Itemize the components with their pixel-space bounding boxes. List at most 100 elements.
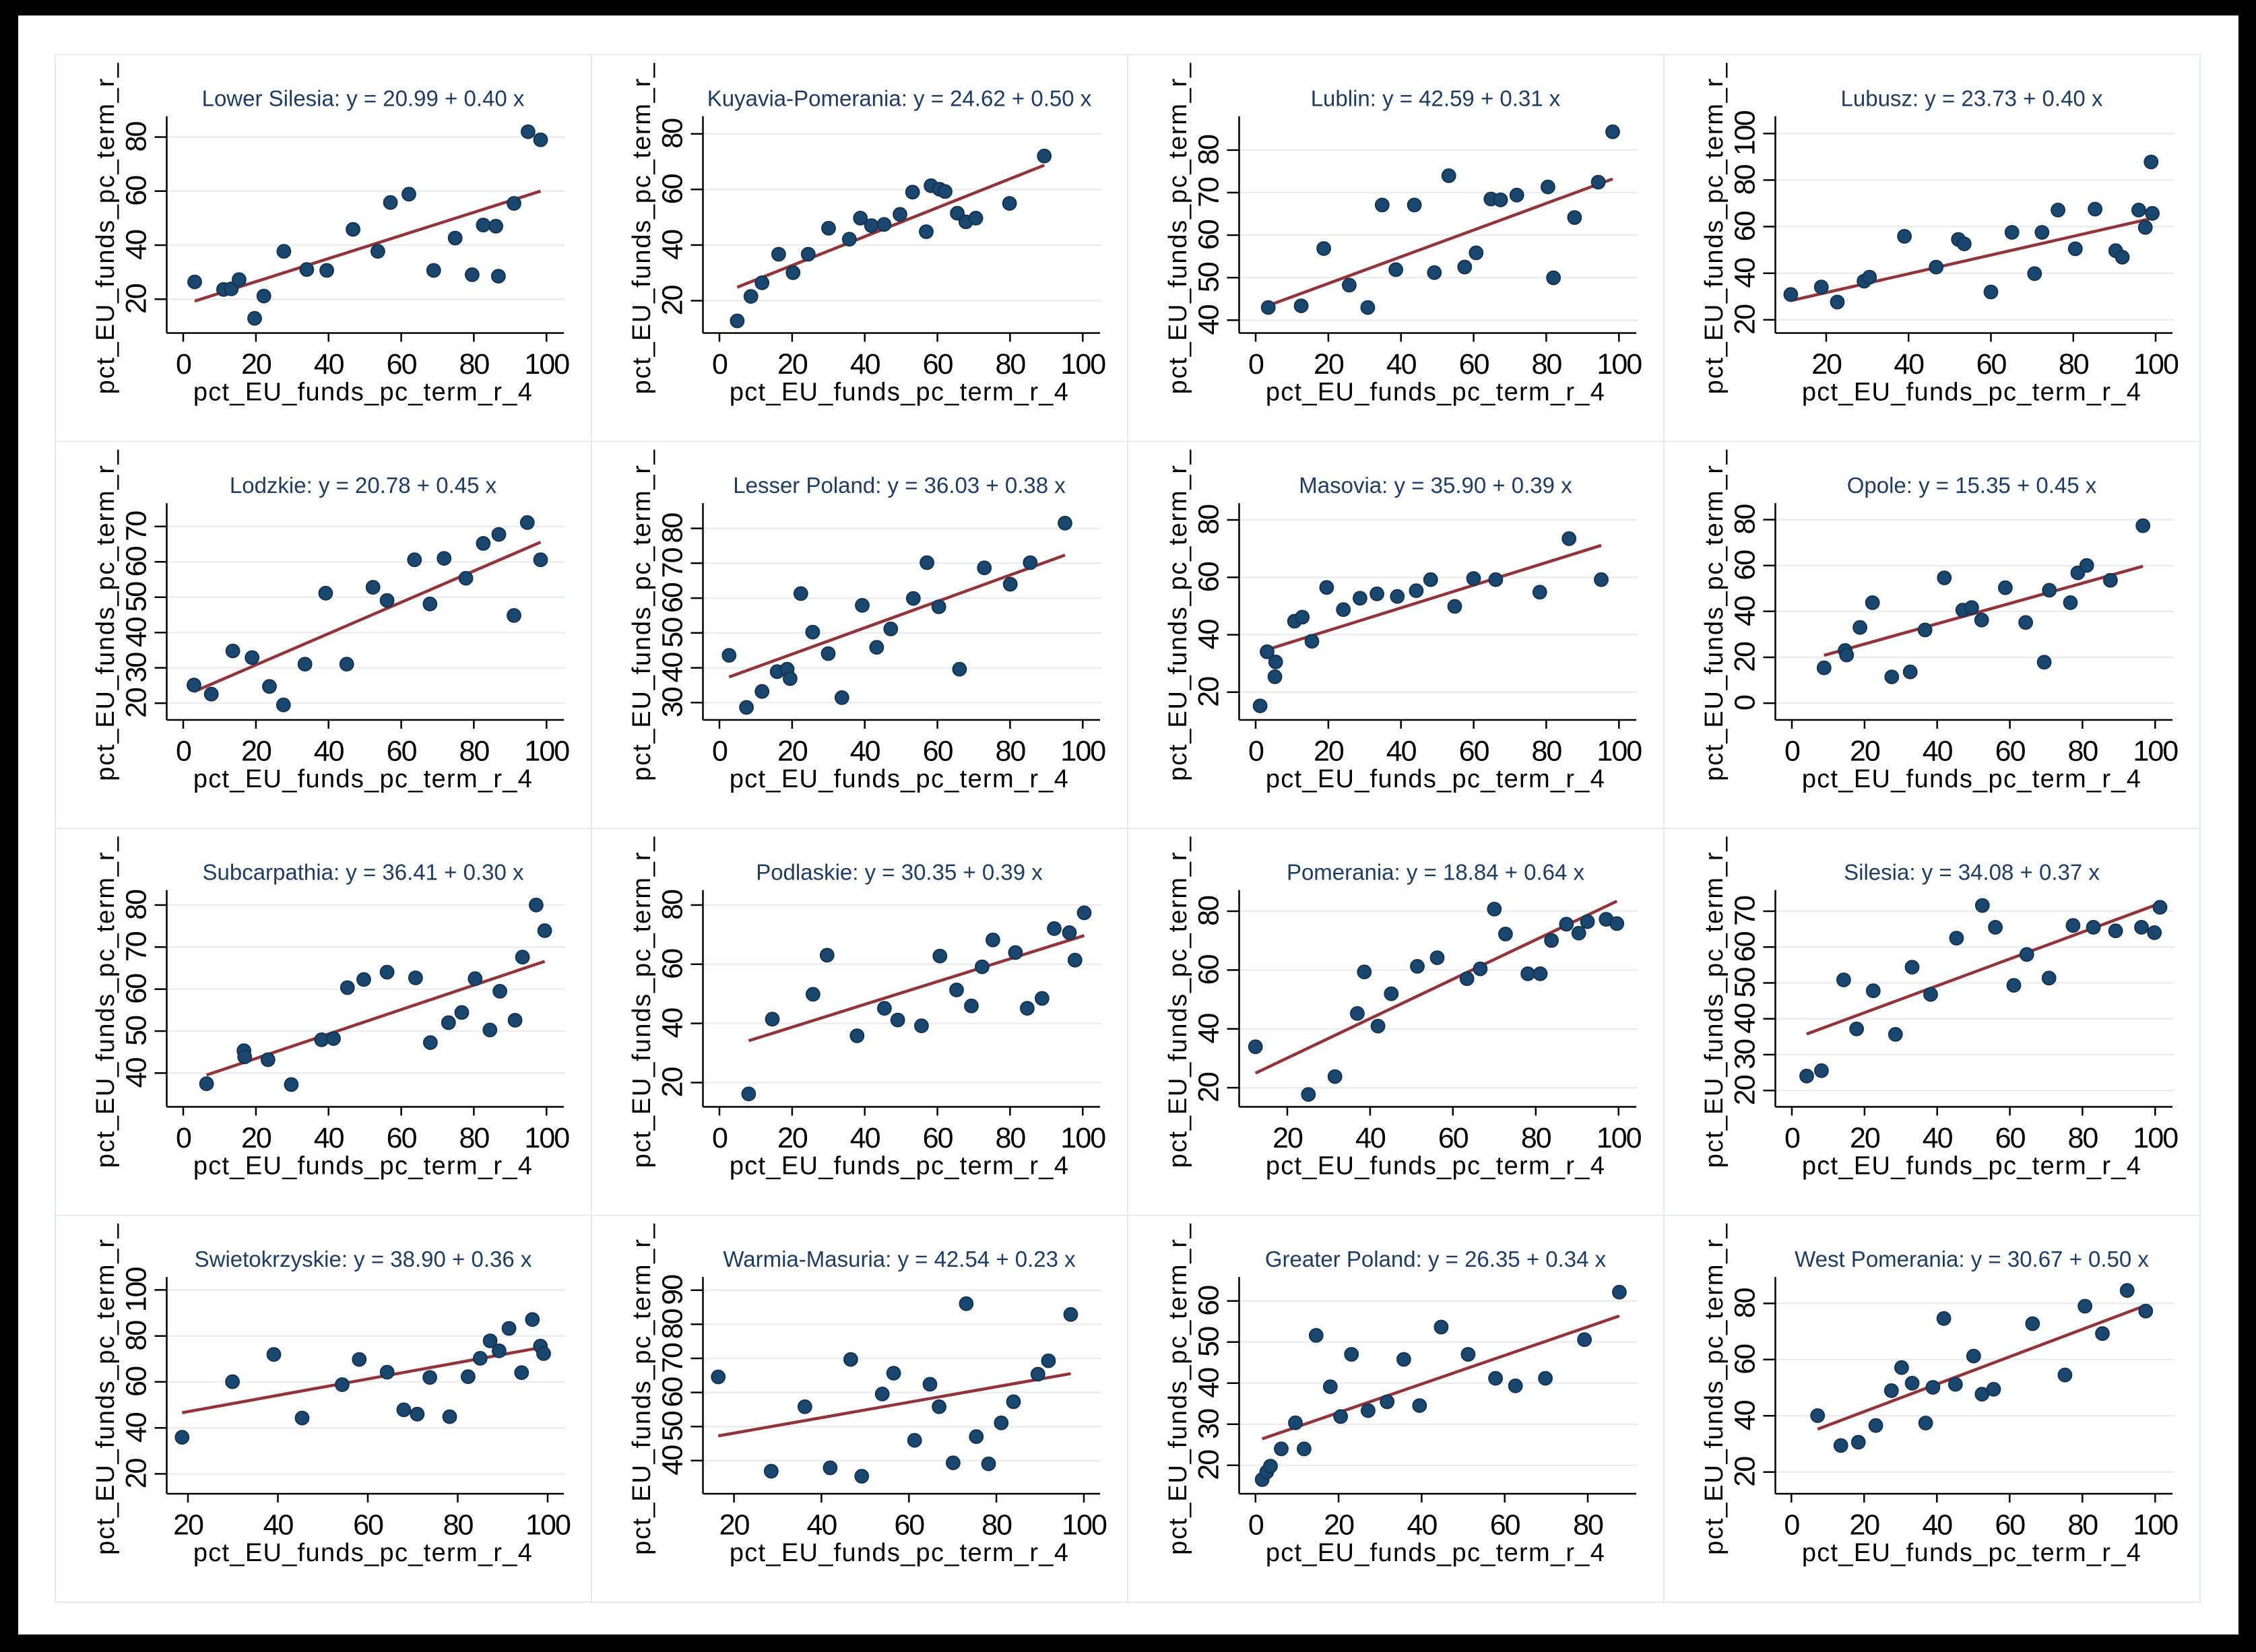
svg-text:60: 60: [1459, 348, 1489, 381]
svg-text:20: 20: [241, 735, 271, 768]
svg-text:40: 40: [1407, 1509, 1437, 1542]
svg-text:60: 60: [353, 1509, 383, 1542]
svg-text:80: 80: [995, 1122, 1025, 1154]
svg-text:40: 40: [1355, 1122, 1386, 1154]
svg-text:Podlaskie: y = 30.35 + 0.39 x: Podlaskie: y = 30.35 + 0.39 x: [756, 860, 1043, 885]
svg-text:0: 0: [1248, 348, 1264, 381]
svg-text:30: 30: [657, 687, 689, 717]
svg-text:40: 40: [314, 735, 344, 768]
svg-text:20: 20: [1193, 1072, 1225, 1102]
svg-text:80: 80: [1521, 1122, 1551, 1154]
svg-text:40: 40: [121, 1057, 153, 1088]
svg-text:20: 20: [1729, 1457, 1762, 1487]
svg-text:60: 60: [657, 1377, 689, 1408]
svg-text:pct_EU_funds_pc_term_r_: pct_EU_funds_pc_term_r_: [1164, 1222, 1192, 1554]
svg-text:70: 70: [657, 1343, 689, 1373]
svg-text:pct_EU_funds_pc_term_r_4: pct_EU_funds_pc_term_r_4: [193, 378, 533, 407]
svg-text:50: 50: [657, 618, 689, 648]
svg-text:50: 50: [1193, 262, 1225, 292]
svg-text:100: 100: [121, 1267, 153, 1312]
svg-text:pct_EU_funds_pc_term_r_4: pct_EU_funds_pc_term_r_4: [1266, 1539, 1605, 1567]
svg-text:60: 60: [1438, 1122, 1469, 1154]
svg-text:60: 60: [387, 1122, 417, 1154]
svg-text:80: 80: [2067, 1122, 2098, 1154]
svg-text:80: 80: [981, 1509, 1012, 1542]
svg-text:20: 20: [777, 735, 808, 768]
svg-text:80: 80: [1193, 896, 1225, 926]
svg-text:0: 0: [1784, 1509, 1799, 1542]
svg-text:pct_EU_funds_pc_term_r_4: pct_EU_funds_pc_term_r_4: [1802, 1152, 2141, 1181]
svg-text:Subcarpathia: y = 36.41 + 0.30: Subcarpathia: y = 36.41 + 0.30 x: [202, 860, 524, 885]
svg-text:pct_EU_funds_pc_term_r_: pct_EU_funds_pc_term_r_: [92, 62, 120, 394]
svg-text:20: 20: [1849, 1509, 1879, 1542]
svg-text:20: 20: [1850, 735, 1880, 768]
svg-text:Lesser Poland: y = 36.03 + 0.3: Lesser Poland: y = 36.03 + 0.38 x: [733, 473, 1066, 498]
svg-text:60: 60: [121, 974, 153, 1004]
svg-text:70: 70: [121, 931, 153, 962]
svg-text:20: 20: [1314, 735, 1344, 768]
svg-text:40: 40: [1923, 1122, 1953, 1154]
svg-text:Swietokrzyskie: y = 38.90 + 0.: Swietokrzyskie: y = 38.90 + 0.36 x: [195, 1247, 532, 1271]
svg-text:80: 80: [657, 513, 689, 543]
svg-text:40: 40: [1922, 1509, 1952, 1542]
svg-text:pct_EU_funds_pc_term_r_4: pct_EU_funds_pc_term_r_4: [193, 1539, 533, 1567]
svg-text:pct_EU_funds_pc_term_r_4: pct_EU_funds_pc_term_r_4: [1266, 378, 1605, 407]
svg-text:40: 40: [314, 348, 344, 381]
svg-text:20: 20: [1729, 1075, 1762, 1105]
svg-text:100: 100: [2133, 1122, 2178, 1154]
svg-text:60: 60: [1729, 931, 1762, 962]
svg-text:60: 60: [923, 735, 953, 768]
svg-text:pct_EU_funds_pc_term_r_: pct_EU_funds_pc_term_r_: [1164, 449, 1192, 781]
svg-text:70: 70: [121, 511, 153, 541]
svg-text:20: 20: [241, 348, 271, 381]
svg-text:pct_EU_funds_pc_term_r_: pct_EU_funds_pc_term_r_: [628, 836, 656, 1168]
svg-text:20: 20: [777, 1122, 808, 1154]
svg-text:pct_EU_funds_pc_term_r_: pct_EU_funds_pc_term_r_: [628, 62, 656, 394]
svg-text:20: 20: [1193, 677, 1225, 707]
svg-text:80: 80: [1193, 135, 1225, 165]
svg-text:100: 100: [524, 735, 569, 768]
svg-text:100: 100: [2133, 735, 2178, 768]
svg-text:60: 60: [1193, 220, 1225, 250]
svg-text:100: 100: [524, 348, 569, 381]
svg-text:50: 50: [1729, 968, 1762, 998]
svg-text:Masovia: y = 35.90 + 0.39 x: Masovia: y = 35.90 + 0.39 x: [1299, 473, 1572, 498]
svg-text:80: 80: [121, 890, 153, 920]
svg-text:Kuyavia-Pomerania: y = 24.62 +: Kuyavia-Pomerania: y = 24.62 + 0.50 x: [707, 86, 1092, 111]
svg-text:60: 60: [1995, 1122, 2026, 1154]
svg-text:40: 40: [1729, 258, 1762, 288]
svg-text:80: 80: [1729, 164, 1762, 195]
svg-text:pct_EU_funds_pc_term_r_: pct_EU_funds_pc_term_r_: [628, 449, 656, 781]
svg-text:80: 80: [2067, 1509, 2098, 1542]
svg-text:40: 40: [806, 1509, 837, 1542]
svg-text:80: 80: [459, 735, 489, 768]
svg-text:40: 40: [657, 1445, 689, 1476]
svg-text:0: 0: [1784, 1122, 1800, 1154]
svg-text:60: 60: [657, 583, 689, 613]
svg-text:80: 80: [1573, 1509, 1603, 1542]
svg-text:100: 100: [1597, 735, 1642, 768]
svg-text:pct_EU_funds_pc_term_r_: pct_EU_funds_pc_term_r_: [1700, 1222, 1729, 1554]
svg-text:40: 40: [1729, 1003, 1762, 1034]
svg-text:100: 100: [524, 1122, 569, 1154]
svg-text:Lublin: y = 42.59 + 0.31 x: Lublin: y = 42.59 + 0.31 x: [1311, 86, 1561, 111]
svg-text:pct_EU_funds_pc_term_r_: pct_EU_funds_pc_term_r_: [92, 449, 120, 781]
svg-text:Pomerania: y = 18.84 + 0.64 x: Pomerania: y = 18.84 + 0.64 x: [1287, 860, 1585, 885]
svg-text:40: 40: [1729, 1400, 1762, 1430]
svg-text:20: 20: [1272, 1122, 1303, 1154]
svg-text:pct_EU_funds_pc_term_r_4: pct_EU_funds_pc_term_r_4: [1802, 765, 2141, 793]
svg-text:40: 40: [121, 1412, 153, 1443]
svg-text:40: 40: [1193, 1014, 1225, 1044]
svg-text:pct_EU_funds_pc_term_r_4: pct_EU_funds_pc_term_r_4: [1802, 378, 2141, 407]
svg-text:70: 70: [657, 548, 689, 578]
svg-text:pct_EU_funds_pc_term_r_4: pct_EU_funds_pc_term_r_4: [730, 378, 1069, 407]
svg-text:80: 80: [1531, 348, 1561, 381]
svg-text:0: 0: [712, 735, 728, 768]
svg-text:60: 60: [1729, 1344, 1762, 1375]
svg-text:60: 60: [1995, 735, 2026, 768]
svg-text:pct_EU_funds_pc_term_r_4: pct_EU_funds_pc_term_r_4: [193, 765, 533, 793]
svg-text:60: 60: [121, 176, 153, 206]
svg-text:pct_EU_funds_pc_term_r_: pct_EU_funds_pc_term_r_: [1700, 836, 1729, 1168]
svg-text:60: 60: [387, 735, 417, 768]
svg-text:0: 0: [176, 1122, 191, 1154]
